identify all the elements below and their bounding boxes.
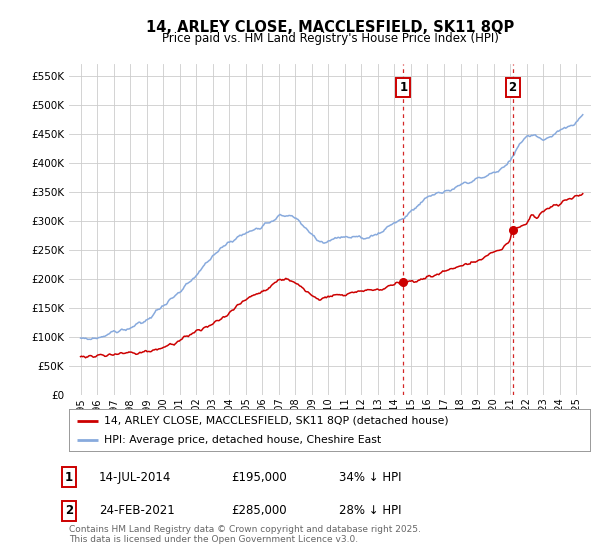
Text: 14, ARLEY CLOSE, MACCLESFIELD, SK11 8QP (detached house): 14, ARLEY CLOSE, MACCLESFIELD, SK11 8QP …	[104, 416, 449, 426]
Text: HPI: Average price, detached house, Cheshire East: HPI: Average price, detached house, Ches…	[104, 435, 382, 445]
Text: Contains HM Land Registry data © Crown copyright and database right 2025.
This d: Contains HM Land Registry data © Crown c…	[69, 525, 421, 544]
Text: 14-JUL-2014: 14-JUL-2014	[99, 470, 172, 484]
Text: £195,000: £195,000	[231, 470, 287, 484]
Text: 2: 2	[65, 504, 73, 517]
Text: 2: 2	[508, 81, 517, 94]
Text: £285,000: £285,000	[231, 504, 287, 517]
Text: 28% ↓ HPI: 28% ↓ HPI	[339, 504, 401, 517]
Text: 24-FEB-2021: 24-FEB-2021	[99, 504, 175, 517]
Text: 1: 1	[65, 470, 73, 484]
Text: 14, ARLEY CLOSE, MACCLESFIELD, SK11 8QP: 14, ARLEY CLOSE, MACCLESFIELD, SK11 8QP	[146, 20, 514, 35]
Text: 34% ↓ HPI: 34% ↓ HPI	[339, 470, 401, 484]
Text: 1: 1	[399, 81, 407, 94]
Text: Price paid vs. HM Land Registry's House Price Index (HPI): Price paid vs. HM Land Registry's House …	[161, 32, 499, 45]
